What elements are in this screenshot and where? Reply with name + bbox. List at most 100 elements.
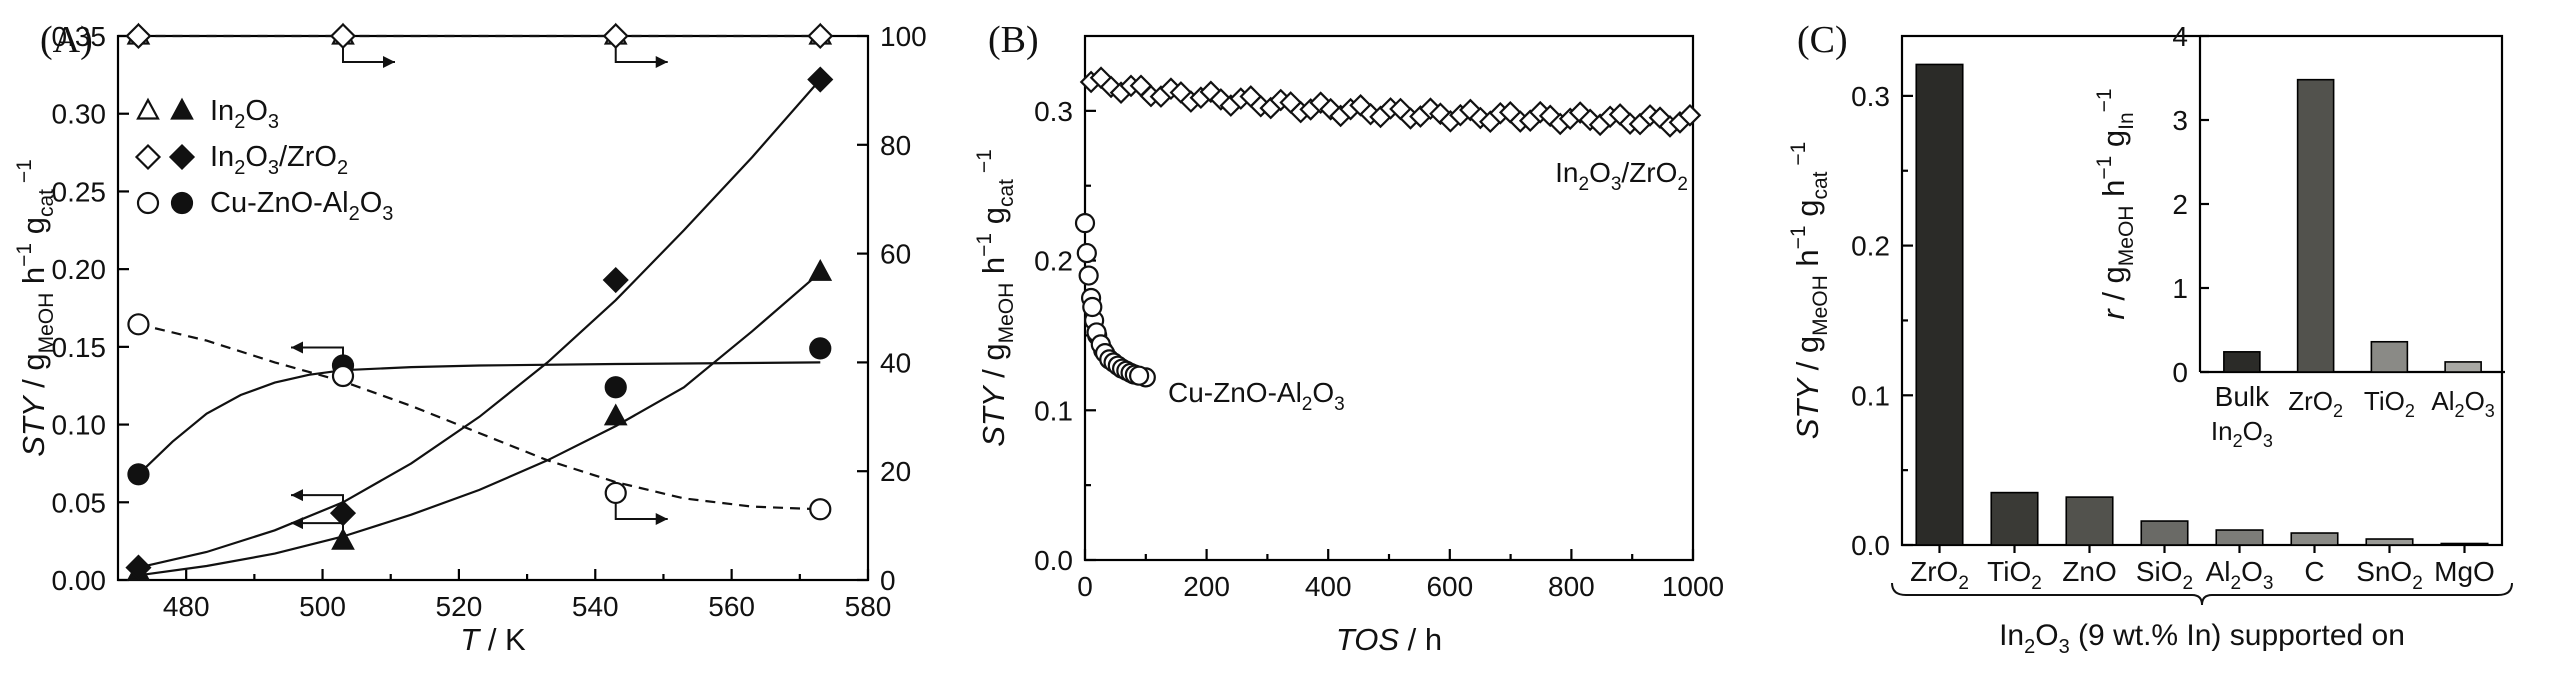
text-part: / g	[16, 353, 51, 396]
data-point	[604, 481, 627, 505]
text-part: g	[2096, 130, 2131, 156]
text-part: STY	[16, 394, 51, 457]
x-tick-label: SiO2​	[2136, 556, 2193, 594]
panel-c-frame	[1900, 34, 2504, 547]
group-label: In2O3 (9 wt.% In) supported on	[1999, 619, 2405, 658]
text-part: (9 wt.% In) supported on	[2070, 619, 2405, 652]
text-part: O	[2243, 416, 2263, 446]
legend-marker-open	[136, 191, 160, 215]
inset-bar	[2370, 340, 2409, 373]
data-point	[1078, 265, 1099, 286]
text-part: MeOH	[35, 293, 58, 354]
text-part: In	[1555, 157, 1578, 188]
text-part: 3	[268, 111, 279, 133]
inset-y-axis-label: r / gMeOH h−1 gIn−1	[2093, 88, 2138, 319]
text-part: 2	[349, 203, 360, 225]
text-part: 3	[2263, 573, 2274, 594]
text-part: Al	[2431, 386, 2454, 416]
axis-arrow-head	[291, 517, 303, 530]
text-part: 2	[2031, 573, 2042, 594]
text-part: h	[2096, 180, 2131, 206]
x-tick-label: ZnO	[2062, 556, 2116, 587]
x-tick-label: 480	[163, 591, 210, 622]
text-part: 2	[2405, 401, 2415, 421]
y-tick-label: 0.3	[1034, 96, 1073, 127]
y2-tick-label: 80	[880, 130, 911, 161]
axis-arrow-head	[291, 341, 303, 354]
text-part: 2	[1677, 174, 1688, 195]
text-part: O	[245, 95, 268, 127]
panel-b: (B) 0 200 400 600 800 1000 0.0 0.1 0.2 0.3 TOS / h S…	[973, 19, 1724, 657]
y2-tick-label: 0	[880, 565, 896, 596]
text-part: 2	[2230, 573, 2241, 594]
text-part: STY	[976, 384, 1011, 447]
text-part: O	[1589, 157, 1611, 188]
text-part: 3	[382, 203, 393, 225]
legend-marker-open	[134, 143, 162, 171]
axis-arrow-head	[655, 56, 668, 68]
inset-y-tick-label: 1	[2172, 273, 2188, 304]
data-point	[807, 22, 834, 50]
group-brace	[1891, 582, 2513, 606]
text-part: MeOH	[995, 283, 1018, 344]
data-point	[602, 22, 629, 50]
inset-bar	[2444, 361, 2482, 373]
y-tick-label: 0.05	[52, 487, 107, 518]
text-part: / g	[976, 343, 1011, 386]
text-part: −1	[1787, 225, 1810, 249]
panel-c-letter: (C)	[1797, 19, 1848, 61]
data-point	[1678, 103, 1702, 127]
data-point	[331, 527, 355, 550]
bar	[1915, 63, 1964, 546]
text-part: In	[1999, 619, 2024, 652]
text-part: C	[2304, 556, 2324, 587]
y-tick-label: 0.0	[1034, 545, 1073, 576]
y-tick-label: 0.00	[52, 565, 107, 596]
text-part: ZnO	[2062, 556, 2116, 587]
text-part: T	[460, 622, 481, 657]
inset-y-tick-label: 3	[2172, 105, 2188, 136]
axis-arrow-head	[655, 512, 668, 525]
y2-tick-label: 20	[880, 456, 911, 487]
legend-label: In2O3​	[210, 95, 279, 133]
inset-y-tick-label: 2	[2172, 189, 2188, 220]
panel-a: (A) 480 500 520 540 560 580 0.00 0.05 0.10 0.15 0.2…	[13, 19, 927, 657]
y-tick-label: 0.10	[52, 410, 107, 441]
inset-bar	[2223, 351, 2261, 373]
x-tick-label: 200	[1183, 571, 1230, 602]
x-tick-label: TiO2​	[1987, 556, 2042, 594]
text-part: In	[2211, 416, 2233, 446]
inset-y-tick-label: 0	[2172, 357, 2188, 388]
bar	[2140, 520, 2189, 546]
panel-a-frame	[116, 34, 870, 582]
text-part: 2	[2412, 573, 2423, 594]
text-part: In	[210, 95, 234, 127]
bar	[1990, 491, 2039, 546]
text-part: −1	[1787, 142, 1810, 172]
fit-curve	[138, 271, 822, 577]
text-part: h	[1790, 249, 1825, 275]
text-part: 2	[2455, 401, 2465, 421]
x-tick-label: 580	[845, 591, 892, 622]
text-part: 2	[2024, 636, 2035, 658]
inset-x-tick-label: In2O3​	[2211, 416, 2273, 451]
x-tick-label: 600	[1426, 571, 1473, 602]
text-part: 2	[234, 157, 245, 179]
data-point	[1129, 365, 1150, 386]
x-tick-label: 500	[299, 591, 346, 622]
text-part: −1	[13, 243, 36, 267]
legend-label: Cu-ZnO-Al2O3​	[210, 187, 393, 225]
x-tick-label: 400	[1305, 571, 1352, 602]
data-point	[808, 258, 833, 281]
text-part: 2	[2183, 573, 2194, 594]
text-part: g	[16, 217, 51, 243]
y-axis-label: STY / gMeOH h−1 gcat −1	[1787, 142, 1832, 440]
inset-bar	[2296, 78, 2335, 373]
data-point	[603, 403, 628, 426]
y-tick-label: 0.30	[52, 99, 107, 130]
text-part: 2	[337, 157, 348, 179]
text-part: cat	[1809, 171, 1832, 199]
bar	[2215, 529, 2264, 546]
data-point	[809, 498, 832, 521]
y-tick-label: 0.3	[1851, 81, 1890, 112]
